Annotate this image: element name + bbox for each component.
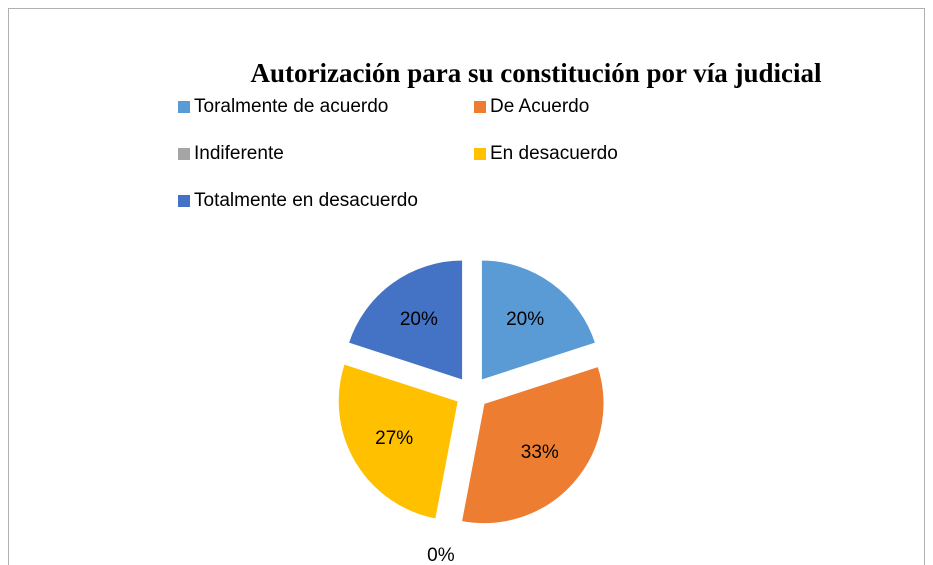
data-label: 27%: [375, 428, 413, 449]
data-label: 20%: [506, 309, 544, 330]
chart-frame: [8, 8, 925, 565]
pie-slice: [347, 259, 464, 381]
legend-label: En desacuerdo: [490, 143, 618, 164]
legend-swatch: [474, 148, 486, 160]
legend-label: Indiferente: [194, 143, 284, 164]
legend-swatch: [474, 101, 486, 113]
legend-swatch: [178, 195, 190, 207]
pie-slice: [460, 365, 605, 525]
legend-label: Totalmente en desacuerdo: [194, 190, 418, 211]
data-label: 20%: [400, 309, 438, 330]
data-label: 0%: [427, 545, 455, 565]
legend-label: De Acuerdo: [490, 96, 589, 117]
pie-slice: [480, 259, 597, 381]
legend-swatch: [178, 148, 190, 160]
data-label: 33%: [521, 442, 559, 463]
chart-title: Autorización para su constitución por ví…: [250, 58, 822, 88]
legend-label: Toralmente de acuerdo: [194, 96, 388, 117]
legend-swatch: [178, 101, 190, 113]
pie-slice: [337, 363, 459, 520]
